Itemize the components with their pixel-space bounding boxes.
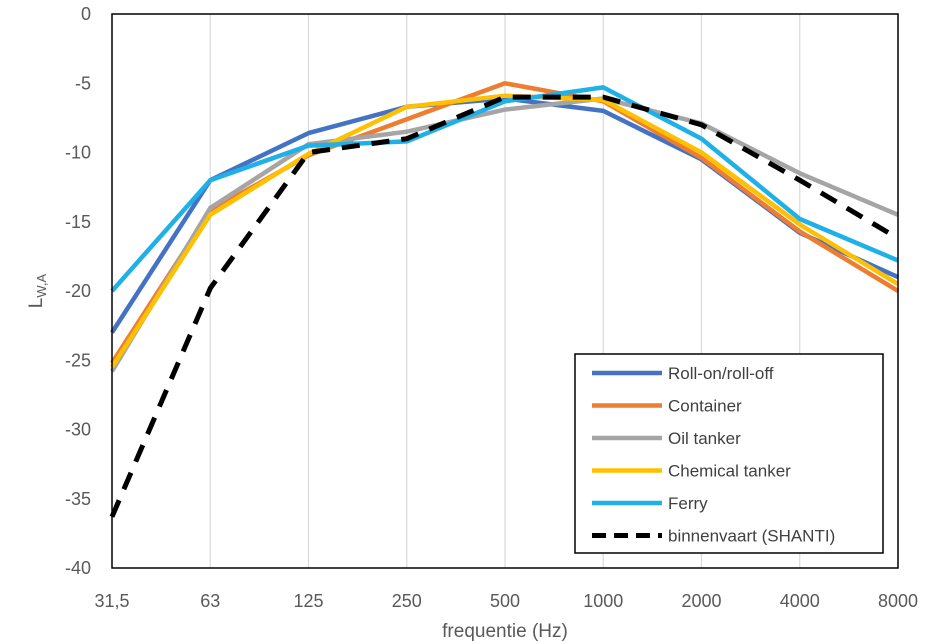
y-tick-label: -5 [75,73,91,93]
series-line [110,93,900,369]
x-tick-labels: 31,5 63 125 250 500 1000 2000 4000 8000 [94,591,918,611]
legend-label: Ferry [668,494,708,513]
legend-label: Container [668,397,742,416]
x-tick-label: 125 [293,591,323,611]
x-tick-label: 31,5 [94,591,129,611]
y-tick-labels: 0 -5 -10 -15 -20 -25 -30 -35 -40 [65,4,91,578]
x-axis-title: frequentie (Hz) [442,621,568,642]
legend: Roll-on/roll-off Container Oil tanker Chemi… [574,353,884,554]
x-tick-label: 8000 [878,591,918,611]
legend-box [574,353,884,554]
y-tick-label: -40 [65,558,91,578]
y-tick-label: -30 [65,420,91,440]
y-tick-label: -25 [65,350,91,370]
y-tick-label: -35 [65,489,91,509]
series-line [109,94,900,518]
series-line [110,96,899,373]
x-tick-label: 63 [200,591,220,611]
y-axis-title-sub: W,A [34,273,49,297]
x-tick-label: 4000 [780,591,820,611]
y-axis-title-main: L [26,298,47,309]
y-axis-title: LW,A [26,273,49,308]
legend-label: Roll-on/roll-off [668,364,774,383]
legend-label: Oil tanker [668,429,741,448]
series-lines [109,81,900,518]
x-tick-label: 1000 [583,591,623,611]
y-tick-label: 0 [81,4,91,24]
legend-label: Chemical tanker [668,462,791,481]
y-tick-label: -20 [65,281,91,301]
x-tick-label: 500 [490,591,520,611]
y-tick-label: -15 [65,212,91,232]
plot-border [111,13,899,569]
y-tick-label: -10 [65,143,91,163]
x-tick-label: 2000 [681,591,721,611]
series-line [110,85,899,293]
legend-label: binnenvaart (SHANTI) [668,527,835,546]
x-tick-label: 250 [392,591,422,611]
